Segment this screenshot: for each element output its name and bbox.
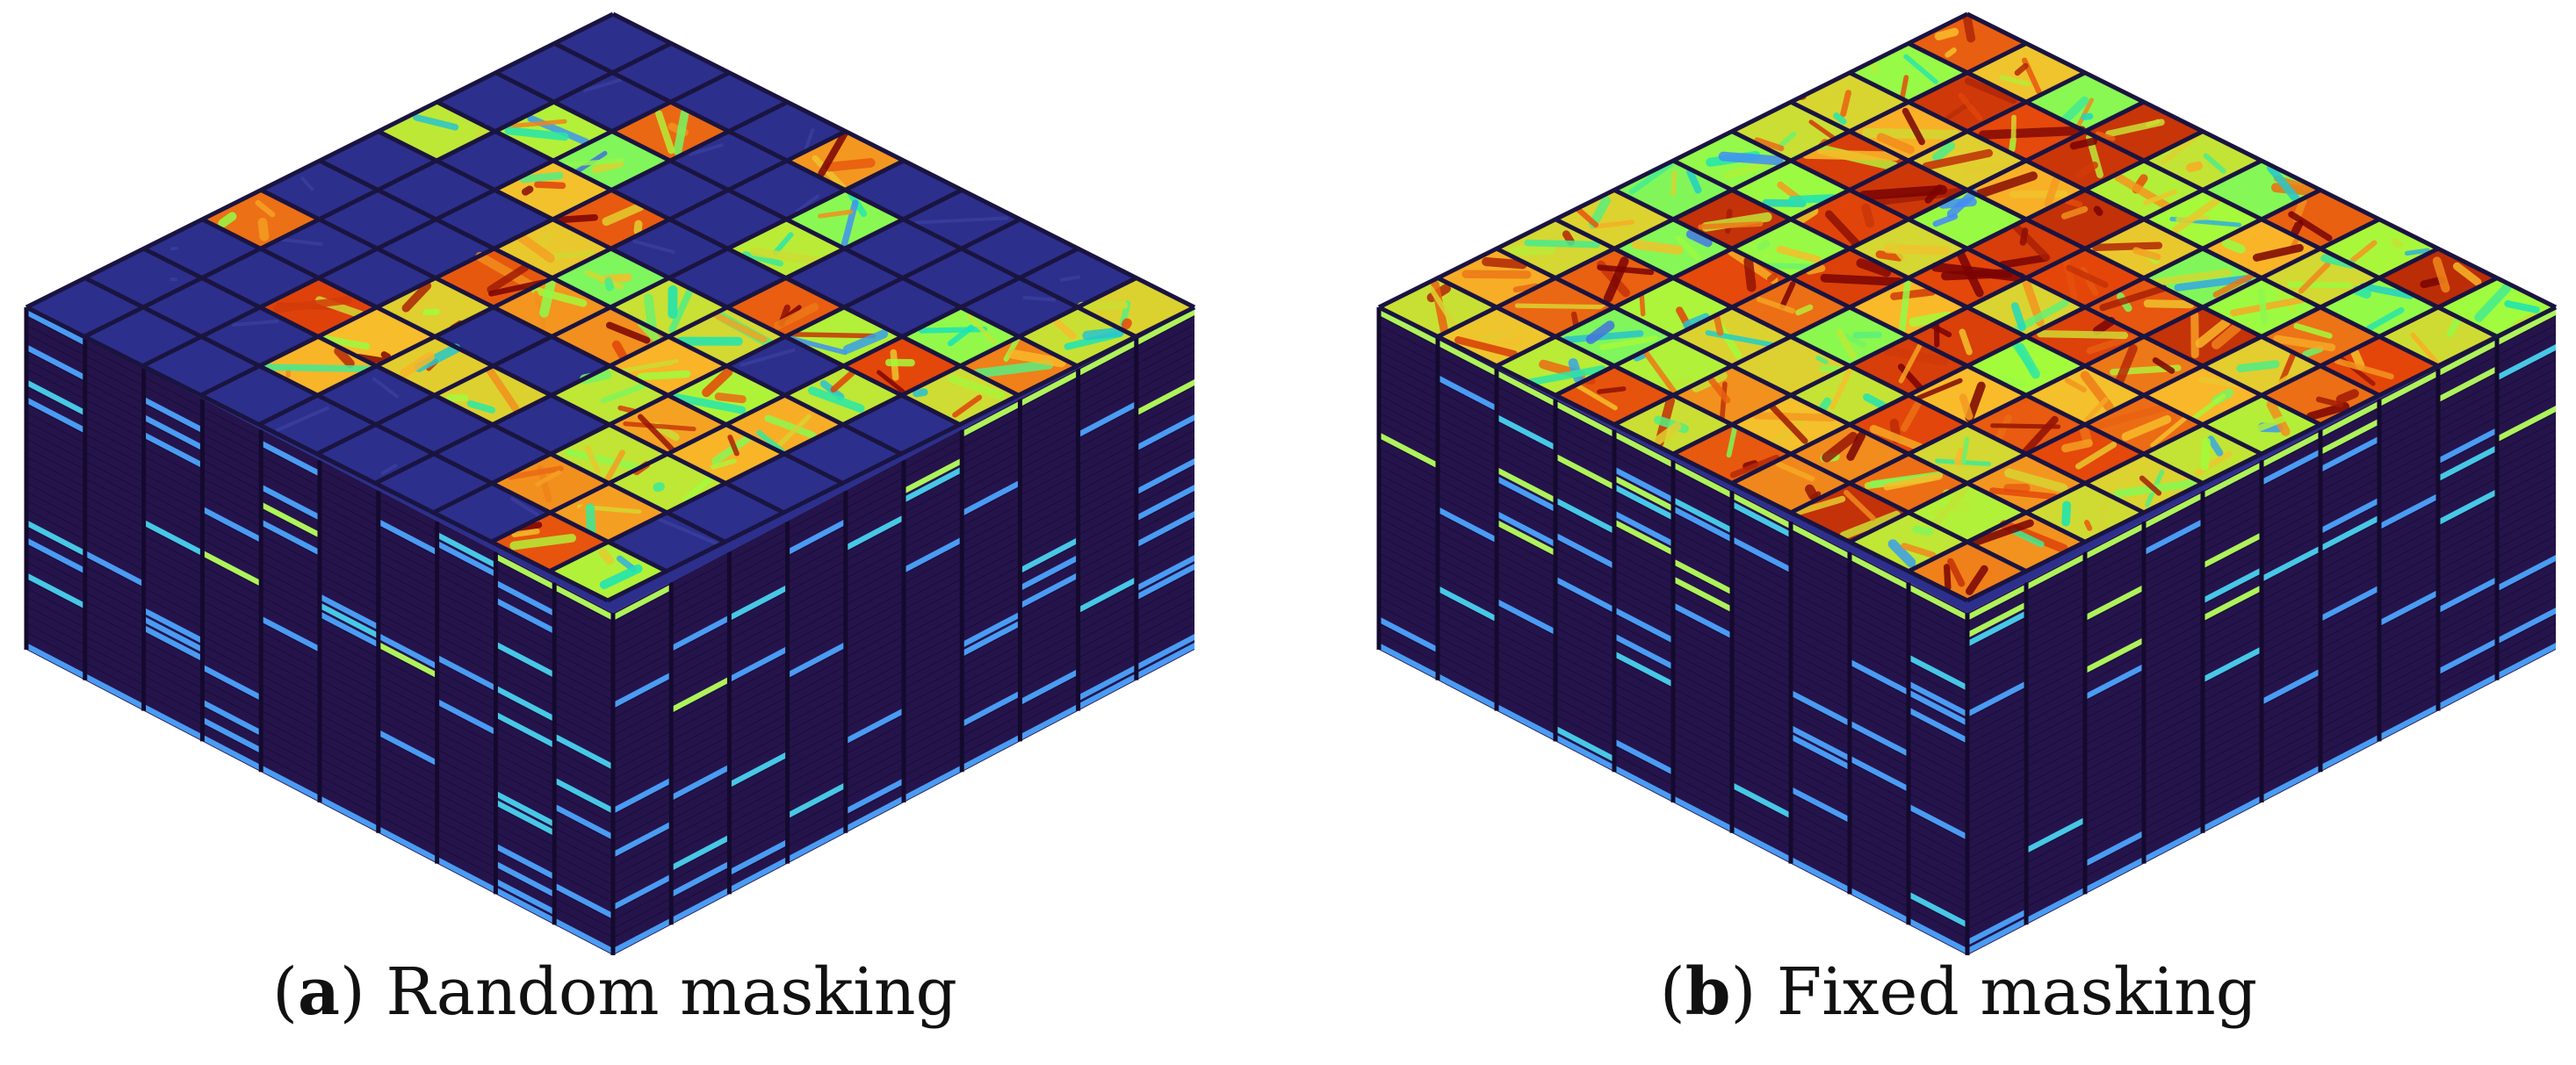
cube-right-side bbox=[610, 307, 1195, 955]
stack-column bbox=[83, 337, 144, 711]
patch bbox=[1559, 309, 1670, 364]
stack-column bbox=[1906, 582, 1968, 955]
caption-text-a: Random masking bbox=[386, 954, 957, 1030]
stack-column bbox=[610, 582, 672, 955]
stack-column bbox=[141, 368, 203, 742]
stack-column bbox=[552, 582, 614, 955]
caption-letter-b: b bbox=[1685, 954, 1731, 1030]
stack-column bbox=[1553, 399, 1615, 773]
stack-column bbox=[199, 398, 262, 773]
patch bbox=[1441, 250, 1552, 306]
stack-column bbox=[2141, 490, 2204, 864]
stack-column bbox=[258, 428, 321, 802]
stack-column bbox=[1376, 307, 1439, 680]
patch bbox=[1618, 396, 1728, 452]
caption-random-masking: (a) Random masking bbox=[272, 954, 957, 1030]
stack-column bbox=[493, 551, 555, 925]
stack-column bbox=[959, 399, 1021, 773]
stack-column bbox=[2024, 551, 2086, 925]
stack-column bbox=[1788, 521, 1851, 895]
stack-column bbox=[1134, 307, 1195, 680]
stack-column bbox=[785, 490, 847, 864]
stack-column bbox=[24, 307, 86, 680]
stack-column bbox=[1612, 429, 1674, 802]
stack-column bbox=[1017, 368, 1079, 742]
cube-left-side bbox=[24, 307, 614, 955]
cube-top-face bbox=[1377, 11, 2558, 613]
stack-column bbox=[2259, 429, 2321, 802]
stack-column bbox=[1670, 460, 1733, 833]
stack-column bbox=[2377, 368, 2439, 742]
patch bbox=[1441, 309, 1552, 364]
stack-column bbox=[2318, 399, 2380, 773]
stack-column bbox=[668, 550, 730, 925]
caption-fixed-masking: (b) Fixed masking bbox=[1659, 954, 2258, 1030]
stack-column bbox=[901, 428, 963, 802]
patch bbox=[1677, 248, 1787, 306]
stack-column bbox=[726, 521, 788, 895]
stack-column bbox=[435, 521, 496, 895]
stack-column bbox=[1494, 368, 1556, 742]
random-masking-cube bbox=[24, 11, 1196, 955]
stack-column bbox=[2494, 307, 2557, 680]
cube-left-side bbox=[1376, 307, 1968, 955]
stack-column bbox=[2435, 337, 2498, 711]
cube-right-side bbox=[1965, 307, 2557, 955]
patch bbox=[1559, 250, 1670, 306]
stack-column bbox=[2200, 460, 2262, 833]
stack-column bbox=[376, 490, 437, 864]
stack-column bbox=[1076, 337, 1137, 711]
stack-column bbox=[317, 459, 379, 833]
stack-column bbox=[843, 459, 905, 833]
stack-column bbox=[1729, 490, 1792, 864]
stack-column bbox=[1847, 551, 1909, 925]
cube-top-face bbox=[25, 11, 1196, 613]
stack-column bbox=[1965, 582, 2027, 955]
caption-text-b: Fixed masking bbox=[1776, 954, 2258, 1030]
caption-letter-a: a bbox=[297, 954, 340, 1030]
stack-column bbox=[1435, 337, 1497, 711]
patch bbox=[1677, 309, 1787, 364]
stack-column bbox=[2082, 521, 2145, 895]
fixed-masking-cube bbox=[1376, 11, 2558, 955]
